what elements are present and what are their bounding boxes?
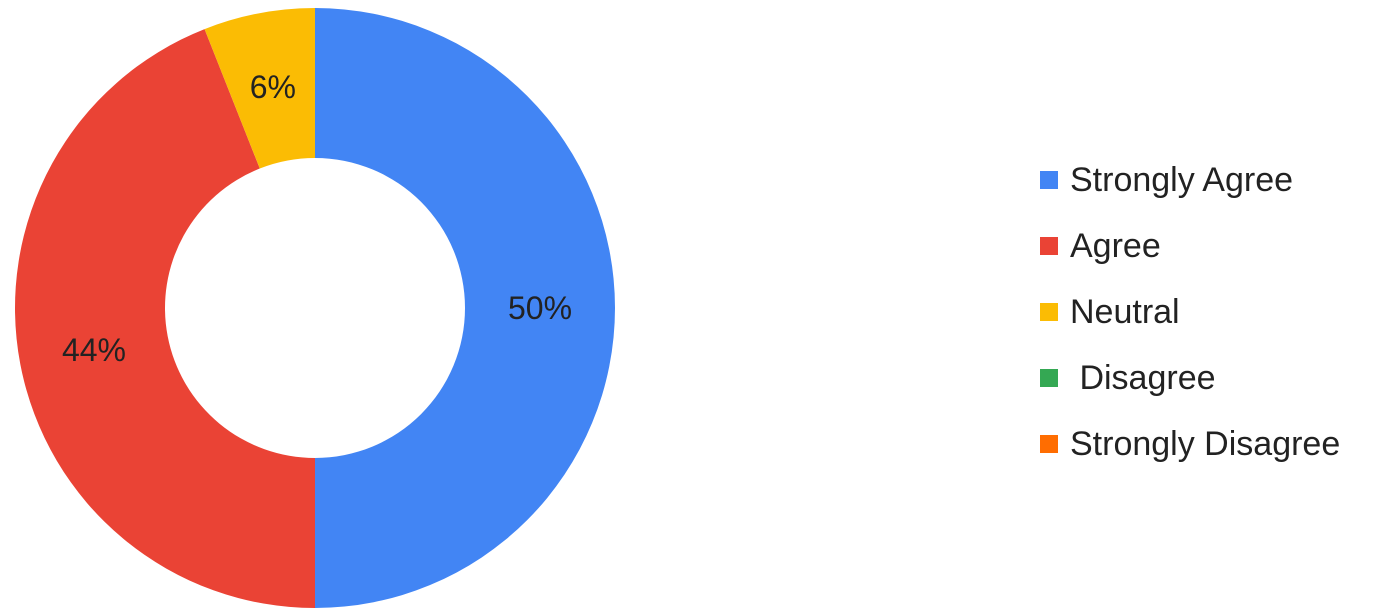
legend-item-agree: Agree (1040, 224, 1340, 268)
data-label-strongly-agree: 50% (508, 290, 572, 326)
legend-swatch-agree (1040, 237, 1058, 255)
legend-swatch-disagree (1040, 369, 1058, 387)
chart-legend: Strongly Agree Agree Neutral Disagree St… (1040, 158, 1340, 488)
legend-item-strongly-disagree: Strongly Disagree (1040, 422, 1340, 466)
legend-label-disagree: Disagree (1070, 359, 1216, 398)
donut-chart-plot: 50% 44% 6% (0, 0, 640, 610)
legend-item-neutral: Neutral (1040, 290, 1340, 334)
legend-item-disagree: Disagree (1040, 356, 1340, 400)
legend-item-strongly-agree: Strongly Agree (1040, 158, 1340, 202)
legend-label-strongly-agree: Strongly Agree (1070, 161, 1293, 200)
legend-label-strongly-disagree: Strongly Disagree (1070, 425, 1340, 464)
legend-swatch-strongly-disagree (1040, 435, 1058, 453)
data-label-agree: 44% (62, 332, 126, 368)
legend-swatch-neutral (1040, 303, 1058, 321)
legend-label-agree: Agree (1070, 227, 1161, 266)
legend-swatch-strongly-agree (1040, 171, 1058, 189)
legend-label-neutral: Neutral (1070, 293, 1180, 332)
data-label-neutral: 6% (250, 69, 296, 105)
